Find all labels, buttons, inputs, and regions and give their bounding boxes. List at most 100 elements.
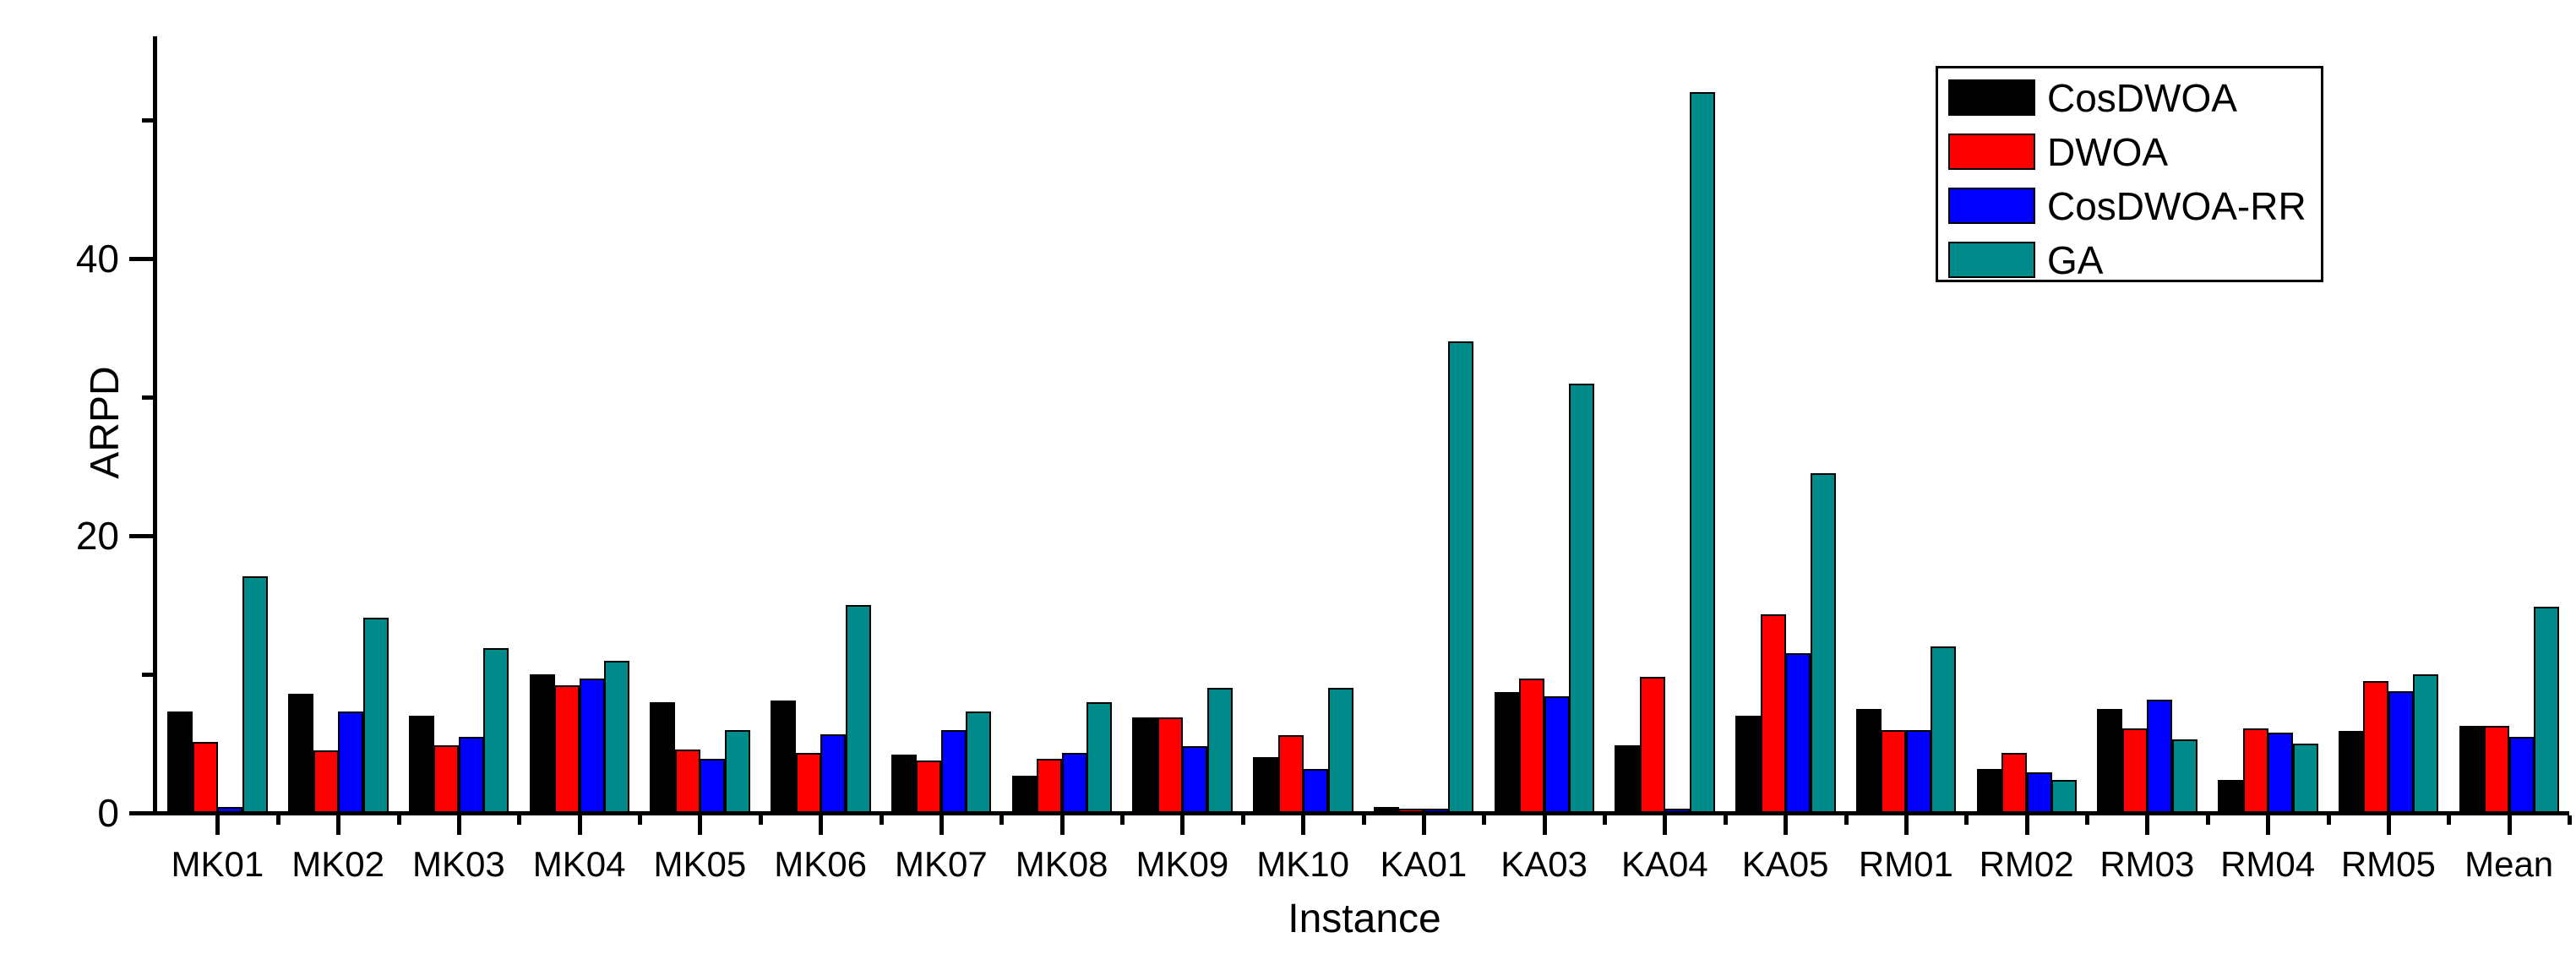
bar-ga-rm01 [1931,646,1957,813]
bar-cosdwoa-rr-mk10 [1303,769,1329,813]
y-major-tick [129,257,153,261]
bar-dwoa-rm05 [2363,681,2389,813]
legend-item-cosdwoa-rr: CosDWOA-RR [1938,179,2321,233]
bar-cosdwoa-rm01 [1855,709,1882,813]
bar-cosdwoa-rr-rm02 [2026,772,2052,813]
bar-dwoa-mk06 [795,753,821,813]
bar-cosdwoa-mk03 [408,716,434,813]
x-boundary-tick [396,815,401,825]
bar-cosdwoa-mk09 [1132,717,1158,813]
bar-dwoa-rm02 [2001,753,2028,813]
x-center-tick [2386,815,2391,835]
legend-item-dwoa: DWOA [1938,125,2321,179]
bar-cosdwoa-rm02 [1976,769,2002,813]
x-boundary-tick [1964,815,1969,825]
x-boundary-tick [275,815,280,825]
bar-dwoa-mk05 [674,750,700,813]
legend-swatch-ga [1948,242,2035,278]
category-label: RM04 [2220,844,2316,884]
bar-ga-mk05 [724,730,750,813]
category-label: MK06 [774,844,867,884]
y-minor-tick [142,673,153,677]
bar-cosdwoa-rr-mean [2508,737,2535,813]
bar-ga-mk09 [1206,688,1233,813]
bar-ga-mk10 [1327,688,1353,813]
bar-cosdwoa-ka04 [1615,745,1641,813]
x-center-tick [1903,815,1909,835]
bar-dwoa-mk03 [433,745,460,813]
x-center-tick [577,815,582,835]
category-label: RM02 [1979,844,2074,884]
category-label: MK08 [1015,844,1108,884]
category-label: MK04 [532,844,626,884]
x-boundary-tick [1844,815,1849,825]
bar-ga-mk04 [604,661,630,813]
x-center-tick [336,815,341,835]
bar-ga-rm05 [2413,674,2439,813]
x-center-tick [1784,815,1789,835]
bar-ga-ka01 [1448,341,1474,813]
x-boundary-tick [517,815,522,825]
category-label: RM03 [2099,844,2195,884]
bar-dwoa-ka03 [1519,679,1545,813]
bar-cosdwoa-mk10 [1253,757,1279,813]
x-boundary-tick [879,815,884,825]
x-axis-line [153,811,2569,815]
legend-swatch-dwoa [1948,134,2035,170]
legend-item-cosdwoa: CosDWOA [1938,71,2321,125]
bar-cosdwoa-rm05 [2338,731,2364,813]
y-major-tick [129,534,153,538]
bar-dwoa-mk10 [1277,735,1304,813]
legend: CosDWOA DWOA CosDWOA-RR GA [1936,66,2323,282]
x-center-tick [1421,815,1426,835]
bar-cosdwoa-rm04 [2218,780,2244,813]
x-center-tick [1542,815,1547,835]
bar-cosdwoa-rr-rm01 [1905,730,1931,813]
y-axis-line [153,36,157,815]
x-center-tick [939,815,944,835]
bar-cosdwoa-rr-mk08 [1061,753,1087,813]
bar-cosdwoa-mk01 [167,711,193,813]
bar-cosdwoa-rr-rm04 [2268,733,2294,813]
x-axis-title: Instance [1288,897,1441,941]
x-boundary-tick [638,815,642,825]
bar-dwoa-mk02 [313,750,339,813]
bar-cosdwoa-ka01 [1373,807,1399,813]
bar-cosdwoa-rr-ka03 [1544,696,1570,813]
bar-ga-rm03 [2171,739,2197,813]
bar-cosdwoa-mk06 [771,701,797,813]
bar-cosdwoa-mk05 [650,702,676,813]
category-label: MK01 [171,844,264,884]
x-center-tick [2145,815,2150,835]
x-boundary-tick [999,815,1005,825]
x-boundary-tick [2326,815,2331,825]
bar-dwoa-ka04 [1639,677,1665,813]
bar-ga-ka03 [1569,384,1595,813]
x-center-tick [2266,815,2271,835]
y-tick-label: 0 [97,791,119,835]
x-center-tick [1059,815,1065,835]
bar-dwoa-mk09 [1157,717,1183,813]
bar-cosdwoa-rr-mk07 [940,730,967,813]
bar-ga-mk02 [362,618,389,813]
legend-label: DWOA [2047,130,2169,174]
bar-cosdwoa-mk04 [529,674,555,813]
category-label: KA03 [1500,844,1588,884]
bar-cosdwoa-rr-ka04 [1664,809,1691,813]
bar-cosdwoa-rr-ka05 [1785,653,1811,813]
category-label: MK02 [291,844,384,884]
category-label: KA05 [1741,844,1829,884]
bar-dwoa-ka05 [1760,614,1786,813]
bar-cosdwoa-rr-mk03 [458,737,484,813]
x-boundary-tick [2085,815,2089,825]
x-boundary-tick [2447,815,2452,825]
bar-cosdwoa-rr-mk01 [217,807,243,813]
x-center-tick [215,815,221,835]
x-center-tick [819,815,824,835]
category-label: Mean [2464,844,2554,884]
bar-cosdwoa-rr-ka01 [1423,809,1449,813]
bar-ga-mean [2534,607,2560,813]
bar-cosdwoa-rm03 [2097,709,2123,813]
x-boundary-tick [2205,815,2210,825]
